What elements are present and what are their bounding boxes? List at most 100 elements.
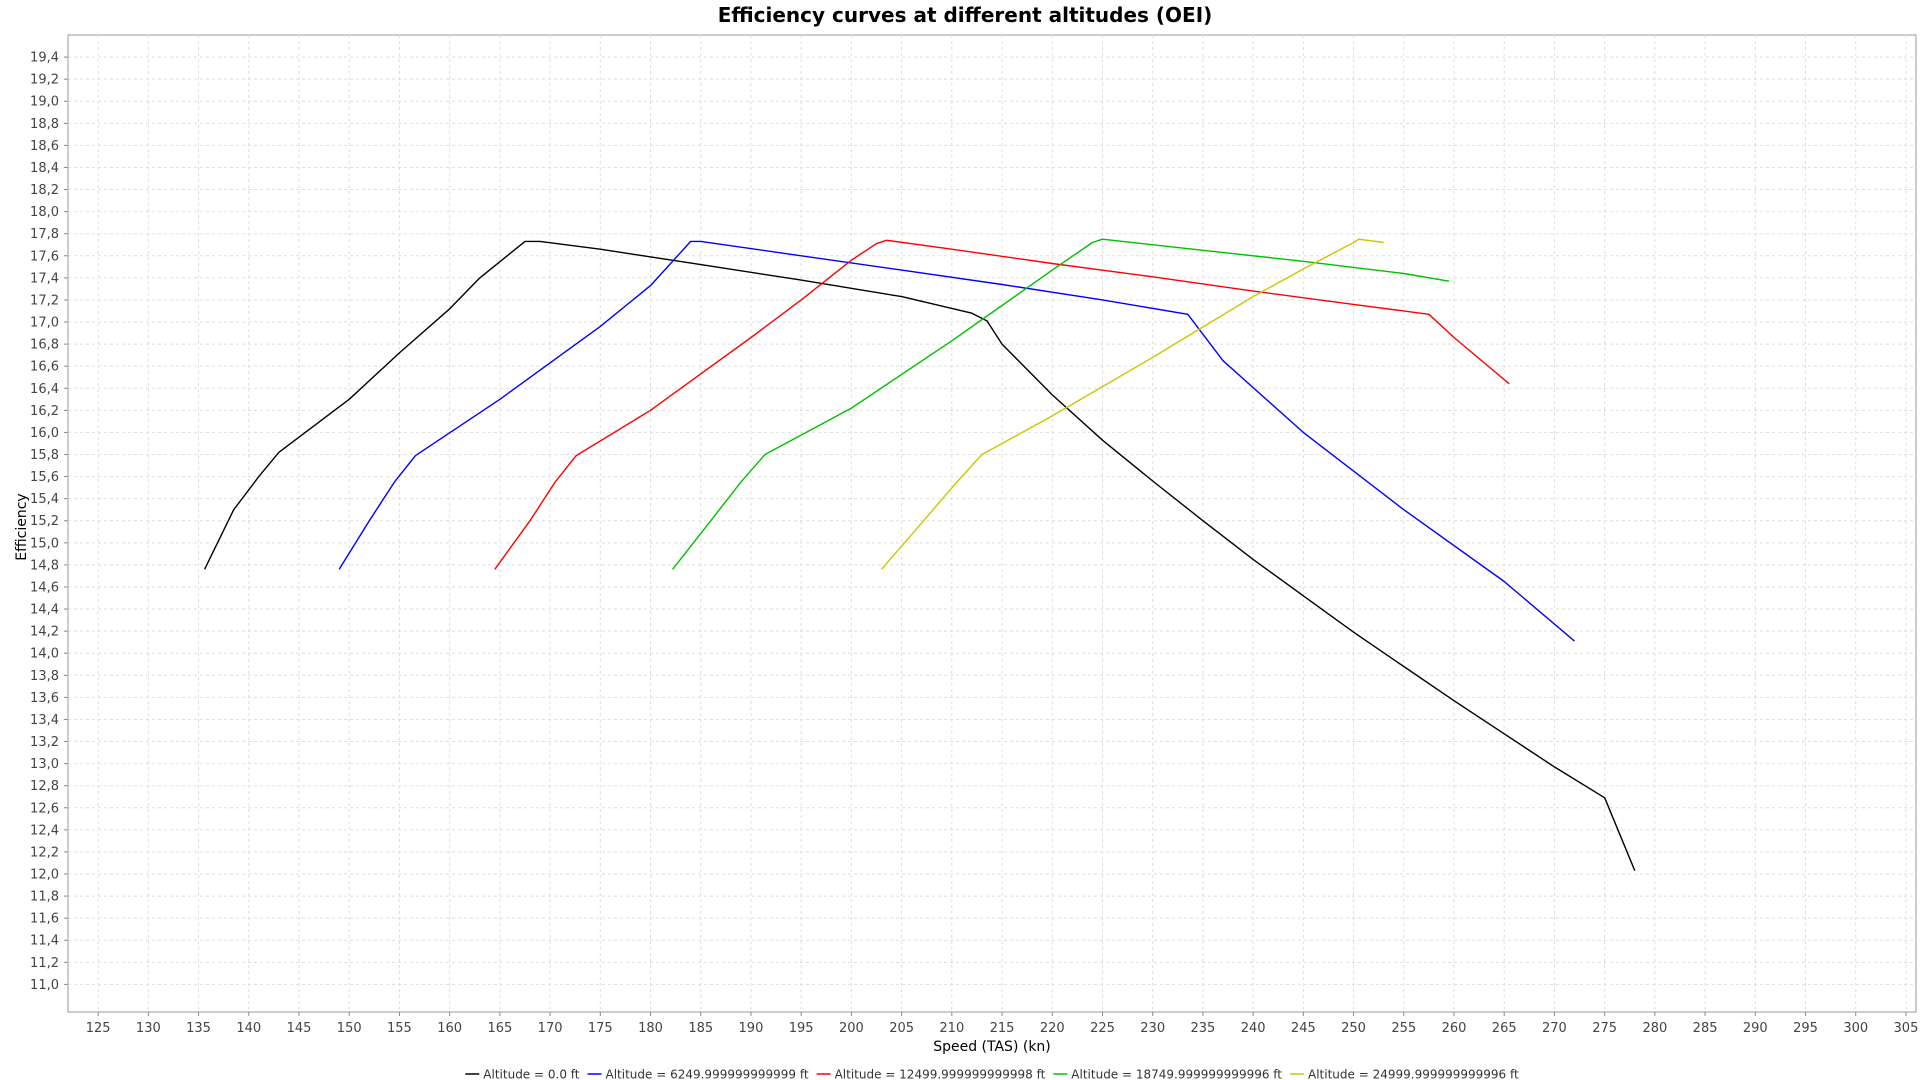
- x-tick-label: 230: [1140, 1021, 1165, 1036]
- y-tick-label: 18,8: [30, 117, 59, 132]
- y-tick-label: 16,6: [30, 360, 59, 375]
- y-tick-label: 17,0: [30, 316, 59, 331]
- y-tick-label: 18,6: [30, 139, 59, 154]
- x-tick-label: 285: [1693, 1021, 1718, 1036]
- y-tick-label: 14,6: [30, 580, 59, 595]
- x-tick-label: 205: [889, 1021, 914, 1036]
- legend-label: Altitude = 0.0 ft: [483, 1068, 579, 1080]
- x-tick-label: 135: [186, 1021, 211, 1036]
- y-tick-label: 19,0: [30, 95, 59, 110]
- y-tick-label: 16,0: [30, 426, 59, 441]
- legend-item-4: Altitude = 24999.999999999996 ft: [1290, 1068, 1519, 1080]
- y-tick-label: 14,0: [30, 647, 59, 662]
- x-tick-label: 215: [990, 1021, 1015, 1036]
- legend-item-1: Altitude = 6249.999999999999 ft: [587, 1068, 809, 1080]
- y-tick-label: 12,6: [30, 801, 59, 816]
- y-tick-label: 14,2: [30, 625, 59, 640]
- x-tick-label: 295: [1793, 1021, 1818, 1036]
- legend-item-0: Altitude = 0.0 ft: [465, 1068, 580, 1080]
- x-tick-label: 200: [839, 1021, 864, 1036]
- legend-label: Altitude = 6249.999999999999 ft: [606, 1068, 809, 1080]
- x-tick-label: 255: [1391, 1021, 1416, 1036]
- y-tick-label: 11,0: [30, 978, 59, 993]
- series-line-0: [203, 240, 1636, 871]
- legend: Altitude = 0.0 ft Altitude = 6249.9999999…: [465, 1068, 1519, 1080]
- y-tick-label: 15,2: [30, 514, 59, 529]
- y-tick-label: 11,6: [30, 912, 59, 927]
- axis-ticks: 125 130 135 140 145 150 155 160 165 170 175 180 185 1…: [30, 51, 1918, 1036]
- x-tick-label: 140: [236, 1021, 261, 1036]
- x-tick-label: 150: [337, 1021, 362, 1036]
- y-tick-label: 14,4: [30, 603, 59, 618]
- y-tick-label: 17,2: [30, 293, 59, 308]
- x-tick-label: 160: [437, 1021, 462, 1036]
- x-tick-label: 300: [1843, 1021, 1868, 1036]
- y-tick-label: 17,8: [30, 227, 59, 242]
- plot-area: [67, 34, 1917, 1013]
- y-tick-label: 15,4: [30, 492, 59, 507]
- y-axis-label: Efficiency: [14, 493, 30, 560]
- y-tick-label: 16,4: [30, 382, 59, 397]
- y-tick-label: 17,6: [30, 249, 59, 264]
- y-tick-label: 15,0: [30, 536, 59, 551]
- chart-title: Efficiency curves at different altitudes…: [718, 3, 1213, 27]
- y-tick-label: 18,2: [30, 183, 59, 198]
- y-tick-label: 18,4: [30, 161, 59, 176]
- x-tick-label: 165: [487, 1021, 512, 1036]
- x-tick-label: 265: [1492, 1021, 1517, 1036]
- legend-item-2: Altitude = 12499.999999999998 ft: [816, 1068, 1046, 1080]
- x-tick-label: 130: [136, 1021, 161, 1036]
- x-tick-label: 235: [1190, 1021, 1215, 1036]
- x-tick-label: 240: [1241, 1021, 1266, 1036]
- legend-label: Altitude = 18749.999999999996 ft: [1071, 1068, 1282, 1080]
- x-tick-label: 155: [387, 1021, 412, 1036]
- y-tick-label: 11,8: [30, 890, 59, 905]
- series-line-3: [672, 238, 1450, 570]
- y-tick-label: 15,8: [30, 448, 59, 463]
- x-tick-label: 210: [939, 1021, 964, 1036]
- y-tick-label: 19,4: [30, 51, 59, 66]
- y-tick-label: 11,2: [30, 956, 59, 971]
- legend-label: Altitude = 24999.999999999996 ft: [1308, 1068, 1519, 1080]
- y-tick-label: 14,8: [30, 558, 59, 573]
- x-tick-label: 145: [287, 1021, 312, 1036]
- y-tick-label: 12,4: [30, 823, 59, 838]
- x-tick-label: 185: [688, 1021, 713, 1036]
- series-lines: [203, 238, 1636, 871]
- legend-item-3: Altitude = 18749.999999999996 ft: [1053, 1068, 1282, 1080]
- y-tick-label: 18,0: [30, 205, 59, 220]
- x-tick-label: 225: [1090, 1021, 1115, 1036]
- x-tick-label: 170: [538, 1021, 563, 1036]
- y-tick-label: 11,4: [30, 934, 59, 949]
- y-tick-label: 16,2: [30, 404, 59, 419]
- y-tick-label: 13,6: [30, 691, 59, 706]
- x-tick-label: 280: [1642, 1021, 1667, 1036]
- series-line-2: [494, 239, 1510, 570]
- x-tick-label: 275: [1592, 1021, 1617, 1036]
- x-tick-label: 125: [86, 1021, 111, 1036]
- y-tick-label: 12,2: [30, 845, 59, 860]
- y-tick-label: 13,0: [30, 757, 59, 772]
- x-tick-label: 195: [789, 1021, 814, 1036]
- x-tick-label: 305: [1894, 1021, 1919, 1036]
- series-line-4: [880, 238, 1384, 570]
- y-tick-label: 15,6: [30, 470, 59, 485]
- y-tick-label: 16,8: [30, 338, 59, 353]
- x-tick-label: 290: [1743, 1021, 1768, 1036]
- x-tick-label: 180: [638, 1021, 663, 1036]
- y-tick-label: 17,4: [30, 271, 59, 286]
- legend-label: Altitude = 12499.999999999998 ft: [835, 1068, 1046, 1080]
- y-tick-label: 12,8: [30, 779, 59, 794]
- x-tick-label: 245: [1291, 1021, 1316, 1036]
- y-tick-label: 19,2: [30, 73, 59, 88]
- x-tick-label: 250: [1341, 1021, 1366, 1036]
- x-tick-label: 220: [1040, 1021, 1065, 1036]
- y-tick-label: 12,0: [30, 868, 59, 883]
- x-tick-label: 175: [588, 1021, 613, 1036]
- y-tick-label: 13,8: [30, 669, 59, 684]
- x-tick-label: 270: [1542, 1021, 1567, 1036]
- grid-lines: [68, 35, 1916, 1012]
- x-tick-label: 260: [1442, 1021, 1467, 1036]
- y-tick-label: 13,4: [30, 713, 59, 728]
